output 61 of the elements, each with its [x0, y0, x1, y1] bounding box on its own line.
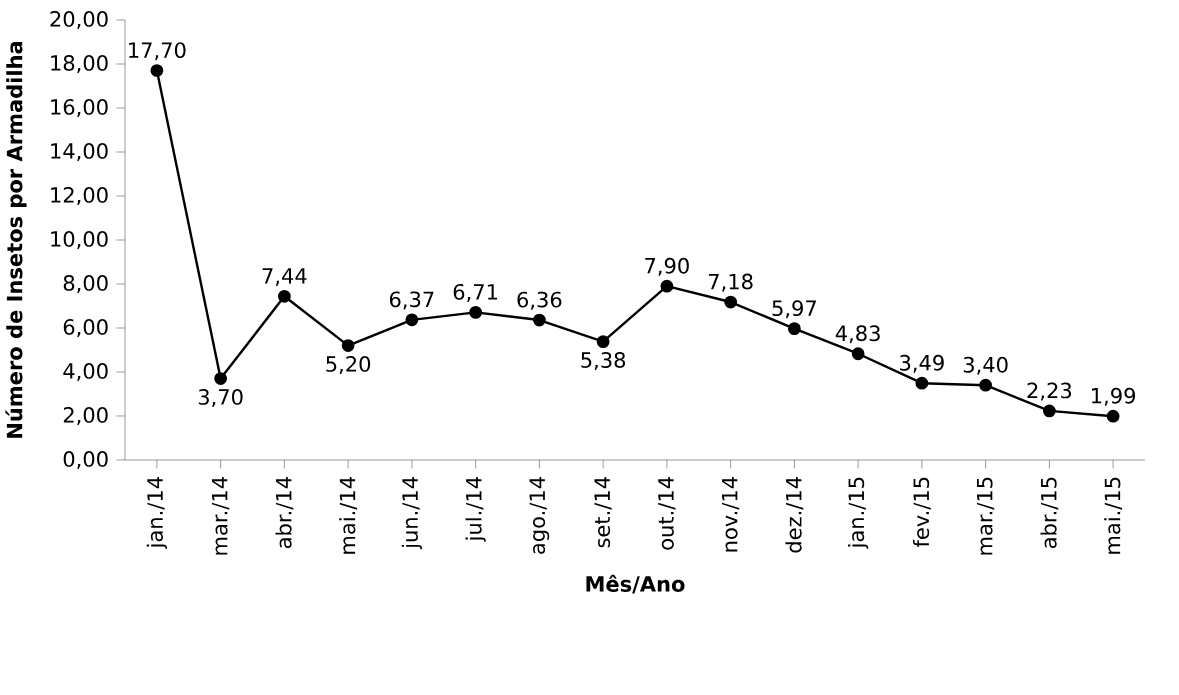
point: [1106, 409, 1120, 423]
data-label: 7,44: [262, 268, 307, 286]
y-tick-label: 18,00: [51, 54, 108, 74]
data-label: 5,97: [772, 300, 816, 319]
point: [660, 279, 674, 293]
x-tick-label: abr./14: [275, 477, 294, 549]
data-label: 7,90: [645, 257, 689, 276]
data-label: 6,37: [389, 291, 434, 310]
x-tick-label: jun./14: [401, 477, 423, 550]
point: [405, 313, 419, 327]
point: [851, 347, 865, 361]
data-label: 4,83: [835, 325, 880, 344]
data-label: 5,38: [581, 352, 626, 371]
x-tick-label: jan./14: [146, 477, 168, 549]
data-label: 3,40: [963, 356, 1008, 375]
point: [915, 376, 929, 390]
y-tick-label: 14,00: [51, 142, 108, 162]
point: [596, 335, 610, 349]
x-axis-title: Mês/Ano: [586, 574, 685, 594]
x-tick-label: mar./15: [977, 477, 995, 555]
y-tick-label: 8,00: [63, 274, 108, 294]
data-label: 7,18: [708, 273, 753, 292]
data-label: 3,49: [900, 354, 944, 373]
point: [532, 313, 546, 327]
data-label: 6,71: [453, 283, 498, 302]
point: [150, 64, 164, 77]
x-tick-label: jan./15: [847, 477, 869, 549]
y-tick-label: 0,00: [63, 450, 108, 470]
y-tick-label: 12,00: [51, 186, 108, 206]
y-tick-label: 16,00: [51, 98, 108, 118]
x-tick-label: ago./14: [529, 477, 550, 554]
point: [341, 339, 355, 352]
data-label: 17,70: [129, 42, 186, 61]
y-tick-label: 4,00: [63, 362, 108, 382]
data-label: 6,36: [517, 291, 562, 310]
point: [214, 372, 228, 385]
y-tick-label: 2,00: [63, 406, 108, 426]
x-tick-label: jul./14: [465, 477, 486, 542]
y-tick-label: 20,00: [50, 10, 108, 30]
x-tick-label: fev./15: [912, 477, 931, 548]
data-label: 2,23: [1027, 382, 1072, 401]
point: [277, 289, 291, 303]
point: [787, 322, 801, 336]
point: [979, 378, 993, 392]
x-tick-label: out./14: [658, 477, 676, 550]
x-tick-label: nov./14: [722, 477, 740, 552]
point: [724, 295, 738, 309]
point: [1042, 404, 1056, 418]
y-tick-label: 6,00: [63, 318, 108, 338]
x-tick-label: mai./15: [1104, 477, 1123, 554]
x-tick-label: abr./15: [1040, 477, 1059, 549]
y-tick-label: 10,00: [51, 230, 108, 250]
data-label: 1,99: [1092, 387, 1136, 406]
x-tick-label: mai./14: [339, 477, 358, 554]
x-tick-label: mar./14: [212, 477, 230, 555]
data-label: 5,20: [326, 355, 371, 375]
data-label: 3,70: [198, 388, 243, 408]
x-tick-label: set./14: [594, 477, 612, 548]
y-axis-title: Número de Insetos por Armadilha: [5, 41, 27, 438]
x-tick-label: dez./14: [785, 477, 804, 553]
point: [469, 305, 483, 319]
